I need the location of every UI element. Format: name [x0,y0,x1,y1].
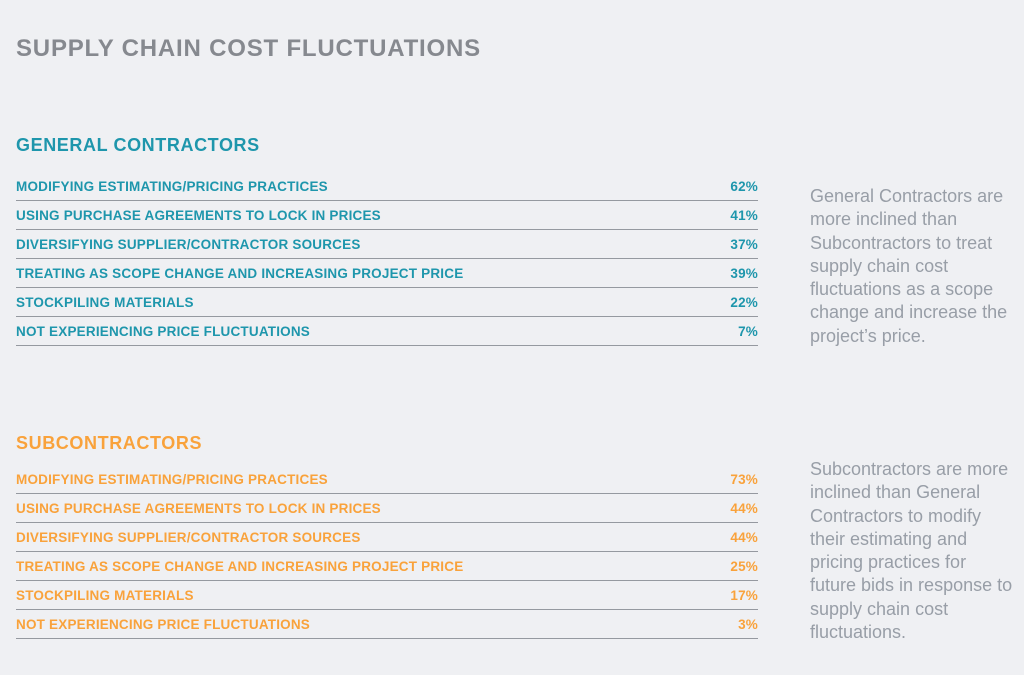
table-row: DIVERSIFYING SUPPLIER/CONTRACTOR SOURCES… [16,230,758,259]
section-heading-subcontractors: SUBCONTRACTORS [16,432,203,453]
stat-table-subcontractors: MODIFYING ESTIMATING/PRICING PRACTICES 7… [16,465,758,639]
stat-value: 44% [730,529,758,545]
table-row: MODIFYING ESTIMATING/PRICING PRACTICES 6… [16,172,758,201]
stat-value: 3% [738,616,758,632]
stat-value: 44% [730,500,758,516]
table-row: TREATING AS SCOPE CHANGE AND INCREASING … [16,259,758,288]
table-row: MODIFYING ESTIMATING/PRICING PRACTICES 7… [16,465,758,494]
stat-label: MODIFYING ESTIMATING/PRICING PRACTICES [16,471,328,487]
table-row: USING PURCHASE AGREEMENTS TO LOCK IN PRI… [16,494,758,523]
stat-value: 73% [730,471,758,487]
stat-label: USING PURCHASE AGREEMENTS TO LOCK IN PRI… [16,207,381,223]
stat-label: DIVERSIFYING SUPPLIER/CONTRACTOR SOURCES [16,236,361,252]
stat-label: TREATING AS SCOPE CHANGE AND INCREASING … [16,265,464,281]
table-row: NOT EXPERIENCING PRICE FLUCTUATIONS 7% [16,317,758,346]
note-subcontractors: Subcontractors are more inclined than Ge… [810,459,1013,643]
stat-value: 37% [730,236,758,252]
table-row: STOCKPILING MATERIALS 22% [16,288,758,317]
stat-label: STOCKPILING MATERIALS [16,294,194,310]
stat-value: 17% [730,587,758,603]
stat-label: MODIFYING ESTIMATING/PRICING PRACTICES [16,178,328,194]
stat-label: USING PURCHASE AGREEMENTS TO LOCK IN PRI… [16,500,381,516]
stat-label: DIVERSIFYING SUPPLIER/CONTRACTOR SOURCES [16,529,361,545]
stat-value: 62% [730,178,758,194]
section-heading-general-contractors: GENERAL CONTRACTORS [16,134,260,155]
stat-value: 22% [730,294,758,310]
table-row: NOT EXPERIENCING PRICE FLUCTUATIONS 3% [16,610,758,639]
stat-value: 7% [738,323,758,339]
stat-label: STOCKPILING MATERIALS [16,587,194,603]
page-title: SUPPLY CHAIN COST FLUCTUATIONS [16,35,481,63]
stat-table-general-contractors: MODIFYING ESTIMATING/PRICING PRACTICES 6… [16,172,758,346]
table-row: DIVERSIFYING SUPPLIER/CONTRACTOR SOURCES… [16,523,758,552]
stat-label: NOT EXPERIENCING PRICE FLUCTUATIONS [16,323,311,339]
note-general-contractors: General Contractors are more inclined th… [810,186,1008,346]
table-row: STOCKPILING MATERIALS 17% [16,581,758,610]
stat-label: NOT EXPERIENCING PRICE FLUCTUATIONS [16,616,311,632]
stat-value: 25% [730,558,758,574]
table-row: TREATING AS SCOPE CHANGE AND INCREASING … [16,552,758,581]
stat-value: 39% [730,265,758,281]
stat-label: TREATING AS SCOPE CHANGE AND INCREASING … [16,558,464,574]
table-row: USING PURCHASE AGREEMENTS TO LOCK IN PRI… [16,201,758,230]
stat-value: 41% [730,207,758,223]
